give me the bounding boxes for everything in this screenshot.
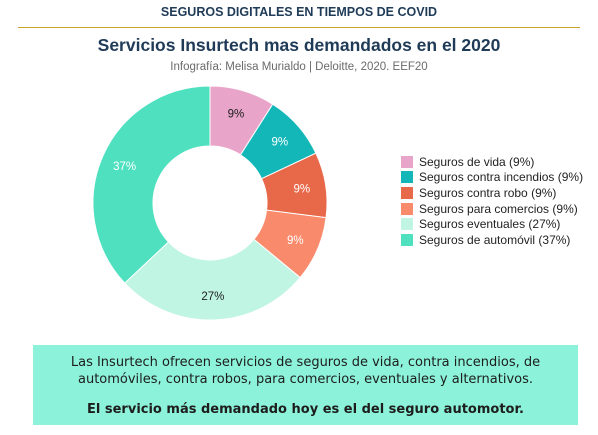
- legend-swatch: [401, 155, 413, 168]
- chart-legend: Seguros de vida (9%) Seguros contra incen…: [401, 154, 583, 248]
- legend-label: Seguros contra incendios (9%): [419, 170, 584, 185]
- donut-slice-labels: 9% 9% 9% 9% 27% 37%: [113, 109, 310, 303]
- slice-label-0: 9%: [228, 109, 245, 121]
- slice-label-2: 9%: [294, 183, 311, 195]
- legend-label: Seguros de automóvil (37%): [419, 232, 571, 247]
- legend-swatch: [401, 218, 413, 231]
- legend-label: Seguros para comercios (9%): [419, 201, 578, 216]
- legend-label: Seguros eventuales (27%): [419, 217, 561, 232]
- slice-label-5: 37%: [113, 161, 136, 173]
- legend-item-0: Seguros de vida (9%): [401, 154, 583, 170]
- legend-swatch: [401, 171, 413, 184]
- info-box: Las Insurtech ofrecen servicios de segur…: [33, 345, 578, 425]
- info-box-text: Las Insurtech ofrecen servicios de segur…: [70, 355, 541, 387]
- slice-label-4: 27%: [201, 291, 224, 303]
- donut-slice-5: [92, 85, 211, 284]
- legend-swatch: [401, 186, 413, 199]
- legend-swatch: [401, 202, 413, 215]
- donut-slice-4: [124, 238, 301, 321]
- legend-item-4: Seguros eventuales (27%): [401, 216, 583, 232]
- legend-label: Seguros de vida (9%): [419, 154, 535, 169]
- slice-label-3: 9%: [287, 235, 304, 247]
- legend-item-1: Seguros contra incendios (9%): [401, 170, 583, 186]
- legend-item-5: Seguros de automóvil (37%): [401, 232, 583, 248]
- legend-item-2: Seguros contra robo (9%): [401, 185, 583, 201]
- legend-swatch: [401, 233, 413, 246]
- legend-label: Seguros contra robo (9%): [419, 185, 557, 200]
- donut-chart: 9% 9% 9% 9% 27% 37%: [92, 85, 328, 321]
- chart-subtitle: Infografía: Melisa Murialdo | Deloitte, …: [170, 61, 428, 73]
- donut-slices: [92, 85, 328, 321]
- header-title: SEGUROS DIGITALES EN TIEMPOS DE COVID: [160, 5, 438, 19]
- header-divider: [18, 27, 580, 28]
- legend-item-3: Seguros para comercios (9%): [401, 201, 583, 217]
- info-box-highlight: El servicio más demandado hoy es el del …: [87, 402, 524, 417]
- chart-title: Servicios Insurtech mas demandados en el…: [97, 35, 501, 55]
- slice-label-1: 9%: [271, 136, 288, 148]
